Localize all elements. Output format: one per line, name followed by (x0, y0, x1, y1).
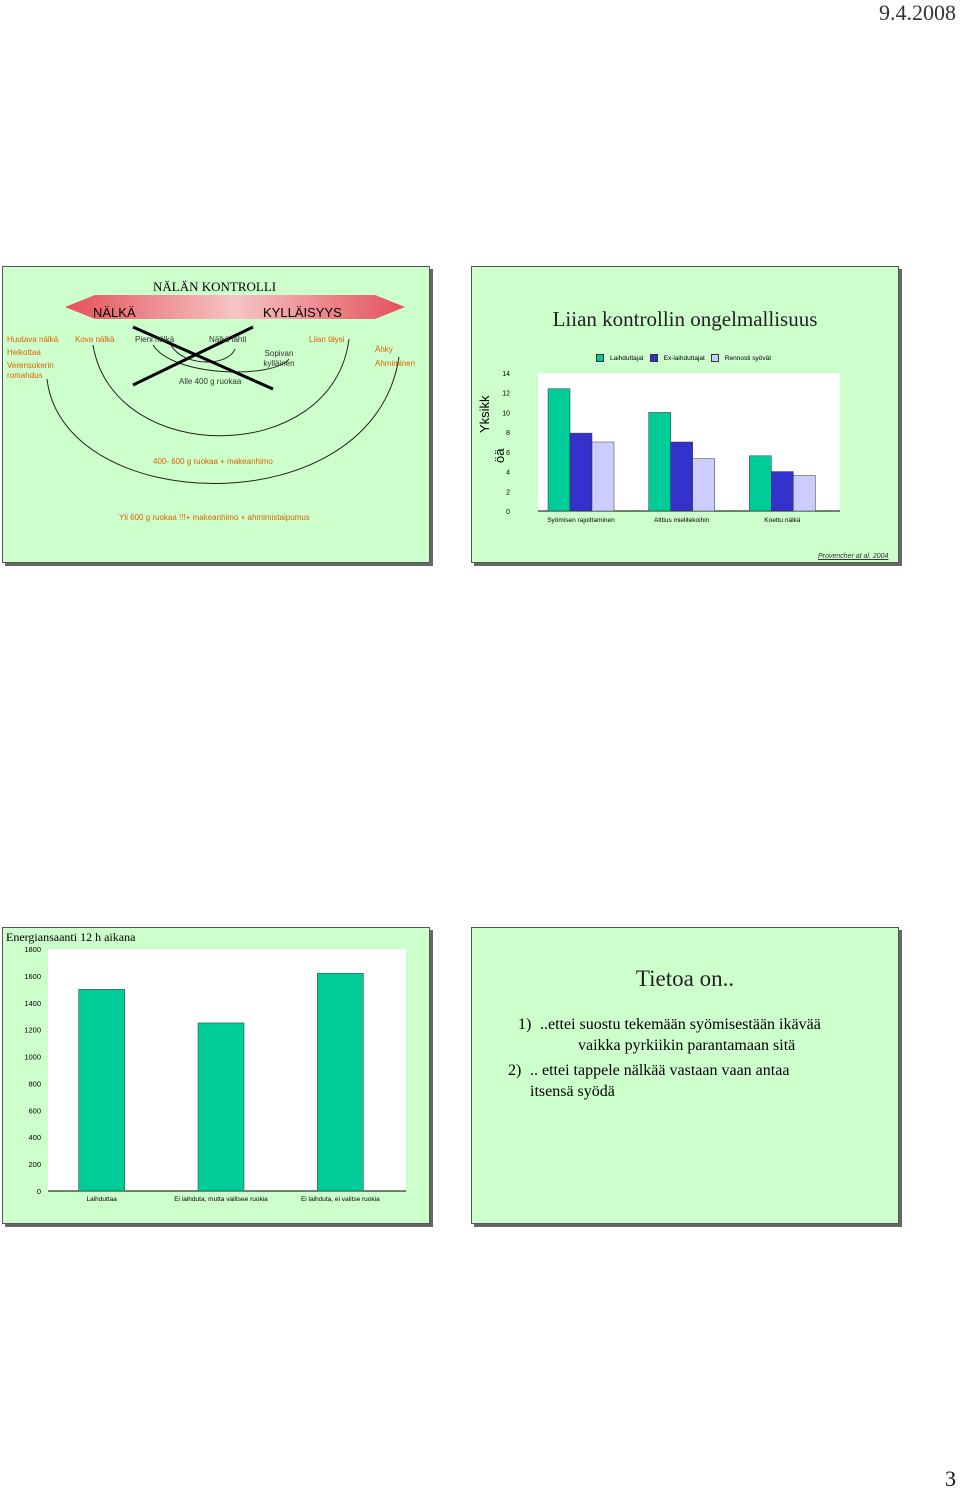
y-tick-label-5: 1000 (24, 1053, 41, 1062)
label-ahky: Ähky (375, 345, 393, 354)
label-verensokeri: Verensokerin romahdus (7, 361, 54, 380)
x-tick-label-0: Syömisen rajoittaminen (547, 517, 615, 524)
legend-label-2: Ex-laihduttajat (663, 354, 705, 362)
legend-swatch-3 (710, 354, 719, 362)
y-tick-label-0: 0 (506, 509, 510, 516)
bar-0-2 (591, 441, 615, 512)
bar-chart-control: 0 2 4 6 8 10 12 14 Syömisen rajoittaminen Alttius… (502, 371, 840, 524)
double-arrow-shape (65, 295, 405, 319)
item2-number: 2) (508, 1062, 522, 1079)
x-tick-label-2: Ei laihduta, ei valitse ruokia (301, 1196, 380, 1203)
label-ahmiminen: Ahmiminen (375, 359, 416, 368)
y-tick-label-6: 12 (502, 391, 510, 398)
source-citation: Provencher at al. 2004 (818, 553, 889, 560)
legend-label-3: Rennosti syövät (724, 354, 772, 362)
y-tick-label-2: 400 (28, 1133, 41, 1142)
legend-swatch-1 (596, 354, 604, 362)
slide-hunger-control: NÄLÄN KONTROLLI NÄLKÄ KYLLÄISYYS Huutava… (2, 266, 430, 563)
y-tick-label-5: 10 (502, 410, 510, 417)
bar-chart-energy: 0 200 400 600 800 1000 1200 1400 1600 1800 Laihdut… (24, 945, 406, 1203)
y-tick-label-7: 1400 (24, 999, 41, 1008)
label-alle400: Alle 400 g ruokaa (179, 377, 242, 386)
label-huutava: Huutava nälkä (7, 335, 59, 344)
arc-inner (152, 344, 290, 373)
legend-label-1: Laihduttajat (610, 354, 644, 362)
bar-2 (317, 972, 364, 1192)
label-lahti: Nälkä lähti (209, 335, 247, 344)
bar-1-2 (692, 458, 715, 512)
label-kova: Kova nälkä (75, 335, 115, 344)
slide1-title: NÄLÄN KONTROLLI (153, 279, 277, 294)
label-heikottaa: Heikottaa (7, 348, 41, 357)
y-tick-label-1: 200 (28, 1160, 41, 1169)
label-pieni: Pieni nälkä (135, 335, 175, 344)
slide4-title: Tietoa on.. (635, 966, 735, 991)
arc-small (170, 344, 236, 363)
x-tick-label-2: Koettu nälkä (764, 517, 801, 524)
bar-2-2 (793, 475, 816, 512)
slide2-title: Liian kontrollin ongelmallisuus (552, 307, 818, 331)
item2-line1: .. ettei tappele nälkää vastaan vaan ant… (530, 1062, 790, 1079)
item1-line1: ..ettei suostu tekemään syömisestään ikä… (540, 1016, 821, 1033)
y-tick-label-3: 6 (506, 450, 510, 457)
cross-line-b (132, 325, 254, 387)
y-tick-label-4: 8 (506, 430, 510, 437)
y-tick-label-6: 1200 (24, 1026, 41, 1035)
y-tick-label-7: 14 (502, 371, 510, 378)
y-tick-label-3: 600 (28, 1106, 41, 1115)
y-tick-label-9: 1800 (24, 945, 41, 954)
bar-1-0 (648, 412, 671, 512)
bar-0-0 (547, 388, 571, 512)
legend-swatch-2 (649, 354, 658, 362)
slide-too-much-control: Liian kontrollin ongelmallisuus Yksikk ö… (471, 266, 899, 563)
bar-0 (78, 989, 125, 1192)
cross-line-a (132, 325, 274, 391)
bar-2-1 (771, 471, 794, 512)
slide-energy-intake: Energiansaanti 12 h aikana 0 200 400 600 800… (2, 927, 430, 1224)
header-date: 9.4.2008 (879, 0, 956, 25)
x-tick-label-1: Ei laihduta, mutta valitsee ruokia (174, 1196, 268, 1203)
arrow-label-hunger: NÄLKÄ (93, 305, 136, 320)
slide-knowledge: Tietoa on.. 1) ..ettei suostu tekemään s… (471, 927, 899, 1224)
slide3-title: Energiansaanti 12 h aikana (6, 930, 136, 944)
y-tick-label-2: 4 (506, 470, 510, 477)
label-liian-taysi: Liian täysi (309, 335, 345, 344)
y-tick-label-4: 800 (28, 1079, 41, 1088)
legend: Laihduttajat Ex-laihduttajat Rennosti sy… (596, 354, 771, 362)
arrow-label-fullness: KYLLÄISYYS (263, 305, 342, 320)
item2-line2: itsensä syödä (530, 1083, 615, 1100)
bar-1-1 (670, 441, 693, 512)
bar-0-1 (569, 432, 593, 512)
y-tick-label-1: 2 (506, 489, 510, 496)
x-tick-label-1: Alttius mielitekoihin (654, 517, 710, 524)
x-tick-label-0: Laihduttaa (86, 1196, 117, 1203)
arc-middle (92, 338, 350, 437)
label-sopivan: Sopivan kylläinen (263, 349, 295, 368)
bar-1 (197, 1022, 245, 1192)
label-yli600: Yli 600 g ruokaa !!!+ makeanhimo + ahmim… (119, 513, 310, 522)
y-tick-label-8: 1600 (24, 972, 41, 981)
label-400-600: 400- 600 g ruokaa + makeanhimo (153, 457, 273, 466)
bar-2-0 (749, 455, 772, 512)
item1-line2: vaikka pyrkiikin parantamaan sitä (578, 1037, 796, 1054)
item1-number: 1) (518, 1016, 532, 1033)
page-number: 3 (945, 1466, 956, 1491)
hunger-diagram (46, 295, 405, 484)
y-tick-label-0: 0 (37, 1187, 41, 1196)
